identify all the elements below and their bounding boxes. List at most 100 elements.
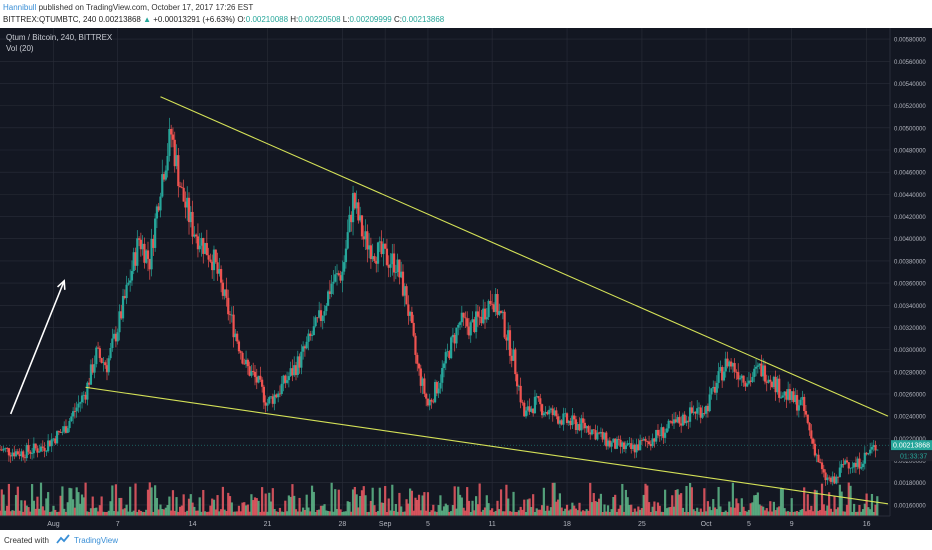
candle-body bbox=[499, 311, 503, 313]
volume-bar bbox=[667, 507, 670, 516]
volume-bar bbox=[214, 509, 217, 516]
volume-bar bbox=[783, 508, 786, 516]
volume-bar bbox=[359, 495, 362, 516]
volume-bar bbox=[343, 511, 346, 516]
volume-bar bbox=[289, 496, 292, 516]
volume-bar bbox=[795, 510, 799, 516]
volume-bar bbox=[867, 507, 870, 516]
volume-bar bbox=[191, 502, 194, 516]
candle-body bbox=[237, 341, 241, 352]
volume-bar bbox=[779, 487, 783, 516]
time-tick-label: 9 bbox=[790, 521, 794, 528]
volume-bar bbox=[319, 505, 323, 516]
price-chart[interactable]: 0.00580000 0.00560000 0.00540000 0.00520000… bbox=[0, 28, 932, 530]
volume-bar bbox=[125, 504, 128, 516]
candle-body bbox=[610, 442, 613, 447]
volume-bar bbox=[291, 484, 294, 516]
candle-body bbox=[72, 411, 75, 417]
candle-body bbox=[512, 349, 515, 361]
volume-bar bbox=[528, 498, 531, 516]
volume-bar bbox=[672, 506, 676, 516]
candle-body bbox=[152, 238, 155, 248]
candle-body bbox=[460, 312, 463, 323]
volume-bar bbox=[551, 482, 554, 516]
close-label: C: bbox=[393, 15, 402, 24]
candle-body bbox=[214, 249, 217, 263]
candle-body bbox=[394, 272, 397, 273]
price-tick-label: 0.00160000 bbox=[894, 503, 926, 509]
candle-body bbox=[407, 304, 410, 316]
candle-body bbox=[146, 250, 150, 259]
volume-bar bbox=[738, 511, 742, 516]
candle-body bbox=[537, 396, 540, 399]
tradingview-logo-icon[interactable] bbox=[56, 534, 70, 545]
candle-body bbox=[728, 361, 731, 367]
volume-bar bbox=[170, 510, 173, 516]
volume-bar bbox=[61, 486, 64, 516]
volume-bar bbox=[532, 494, 535, 516]
candle-body bbox=[474, 311, 478, 333]
price-axis[interactable]: 0.00580000 0.00560000 0.00540000 0.00520000… bbox=[894, 38, 926, 510]
candle-body bbox=[323, 311, 326, 316]
candle-body bbox=[105, 365, 109, 373]
volume-bar bbox=[277, 511, 280, 516]
volume-bar bbox=[187, 498, 191, 516]
author-link[interactable]: Hannibull bbox=[3, 3, 37, 12]
candle-body bbox=[769, 379, 772, 382]
price-tick-label: 0.00520000 bbox=[894, 104, 926, 110]
volume-bar bbox=[104, 511, 107, 516]
publish-line: Hannibull published on TradingView.com, … bbox=[3, 3, 253, 12]
candle-body bbox=[368, 245, 371, 250]
volume-bar bbox=[860, 511, 863, 516]
candle-body bbox=[694, 411, 697, 414]
candle-body bbox=[521, 402, 524, 404]
volume-bar bbox=[524, 511, 528, 516]
volume-bar bbox=[749, 503, 752, 516]
volume-bar bbox=[120, 497, 123, 516]
candle-body bbox=[384, 243, 387, 249]
candle-body bbox=[444, 352, 447, 364]
volume-bar bbox=[264, 493, 267, 516]
volume-bar bbox=[519, 506, 522, 516]
volume-bar bbox=[439, 495, 442, 516]
candle-body bbox=[209, 259, 212, 262]
candle-body bbox=[325, 305, 328, 312]
candle-body bbox=[544, 412, 547, 414]
volume-bar bbox=[118, 497, 121, 516]
candle-body bbox=[55, 431, 59, 444]
volume-bar bbox=[787, 511, 790, 516]
volume-bar bbox=[728, 501, 731, 516]
candle-body bbox=[540, 404, 544, 416]
volume-bar bbox=[548, 510, 551, 516]
candle-body bbox=[255, 376, 258, 383]
volume-bar bbox=[701, 511, 704, 516]
volume-bar bbox=[437, 505, 440, 516]
candle-body bbox=[419, 368, 422, 386]
candle-body bbox=[742, 375, 745, 383]
volume-bar bbox=[212, 499, 216, 516]
volume-bar bbox=[350, 511, 353, 516]
volume-bar bbox=[211, 498, 214, 516]
volume-bar bbox=[375, 511, 378, 516]
candle-body bbox=[785, 391, 788, 400]
candle-body bbox=[560, 420, 563, 425]
volume-bar bbox=[471, 500, 474, 516]
volume-bar bbox=[765, 508, 768, 516]
volume-bar bbox=[865, 493, 868, 516]
volume-bar bbox=[744, 510, 747, 516]
volume-bar bbox=[820, 483, 824, 516]
time-axis-panel[interactable] bbox=[0, 516, 932, 530]
candle-body bbox=[0, 449, 2, 451]
tradingview-brand[interactable]: TradingView bbox=[74, 536, 119, 545]
volume-bar bbox=[526, 499, 529, 516]
volume-bar bbox=[29, 511, 32, 516]
candle-body bbox=[239, 351, 242, 353]
volume-bar bbox=[505, 484, 508, 516]
volume-bar bbox=[853, 503, 856, 516]
volume-bar bbox=[302, 507, 305, 516]
candle-body bbox=[553, 410, 556, 416]
candle-body bbox=[154, 218, 157, 248]
time-axis[interactable]: Aug 7 14 21 28 Sep 5 11 18 25 Oct 5 9 16 bbox=[47, 521, 870, 528]
candle-body bbox=[804, 411, 808, 415]
candle-body bbox=[88, 382, 91, 385]
